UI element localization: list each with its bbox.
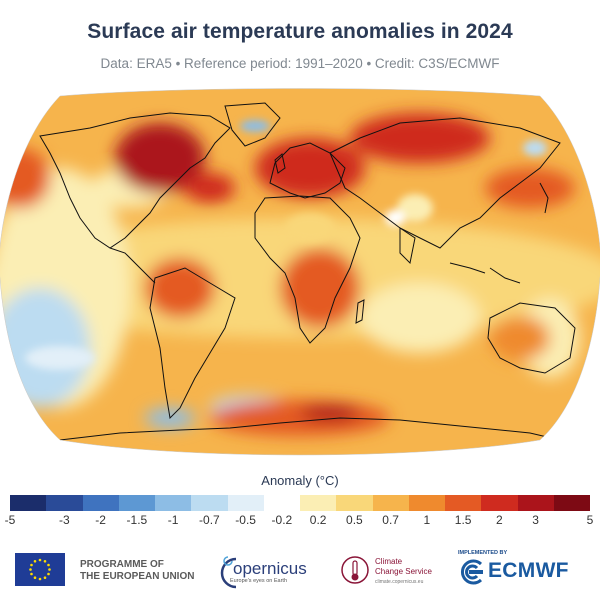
colorbar-segment <box>263 495 300 511</box>
colorbar-ticks: -5 -3 -2 -1.5 -1 -0.7 -0.5 -0.2 0.2 0.5 0.7 1 1.5 2 3 5 <box>0 513 600 529</box>
colorbar-tick-label: 5 <box>586 513 594 527</box>
eu-text-line1: PROGRAMME OF <box>80 559 164 570</box>
colorbar-segment <box>408 495 445 511</box>
ecmwf-wordmark: ECMWF <box>488 559 569 582</box>
colorbar-segment <box>372 495 409 511</box>
colorbar-segment <box>300 495 337 511</box>
colorbar <box>10 495 590 511</box>
colorbar-tick-label: 1.5 <box>454 513 472 527</box>
c3s-text-line2: Change Service <box>375 567 432 576</box>
colorbar-segment <box>227 495 264 511</box>
colorbar-tick-label: 0.7 <box>382 513 399 527</box>
ecmwf-logo-icon <box>461 559 483 585</box>
chart-title: Surface air temperature anomalies in 202… <box>87 20 513 43</box>
c3s-text: Climate Change Service <box>375 557 432 577</box>
colorbar-segment <box>46 495 83 511</box>
colorbar-tick-label: 0.5 <box>346 513 363 527</box>
colorbar-tick-label: -1 <box>167 513 179 527</box>
ecmwf-implemented-by: IMPLEMENTED BY <box>458 550 508 556</box>
colorbar-segment <box>336 495 373 511</box>
colorbar-tick-label: 3 <box>532 513 539 527</box>
colorbar-segment <box>553 495 590 511</box>
colorbar-tick-label: -2 <box>95 513 106 527</box>
colorbar-tick-label: -3 <box>59 513 70 527</box>
colorbar-tick-label: -1.5 <box>126 513 148 527</box>
colorbar-tick-label: 2 <box>496 513 503 527</box>
colorbar-segment <box>155 495 192 511</box>
chart-subtitle: Data: ERA5 • Reference period: 1991–2020… <box>100 56 500 71</box>
colorbar-tick-label: -5 <box>4 513 16 527</box>
legend-title: Anomaly (°C) <box>261 473 339 488</box>
colorbar-tick-label: 0.2 <box>309 513 327 527</box>
colorbar-segment <box>118 495 155 511</box>
copernicus-wordmark: opernicus <box>233 559 307 578</box>
eu-programme-text: PROGRAMME OF THE EUROPEAN UNION <box>80 559 194 583</box>
eu-text-line2: THE EUROPEAN UNION <box>80 571 195 582</box>
colorbar-segment <box>10 495 47 511</box>
eu-flag-icon <box>15 553 65 586</box>
colorbar-segment <box>517 495 554 511</box>
colorbar-segment <box>481 495 518 511</box>
world-anomaly-map <box>0 88 600 456</box>
colorbar-tick-label: -0.7 <box>199 513 220 527</box>
c3s-logo-icon <box>341 556 369 584</box>
colorbar-tick-label: 1 <box>423 513 431 527</box>
colorbar-tick-label: -0.2 <box>271 513 293 527</box>
colorbar-segment <box>82 495 119 511</box>
c3s-text-line1: Climate <box>375 557 403 566</box>
copernicus-logo-icon <box>220 556 237 589</box>
colorbar-segment <box>191 495 228 511</box>
copernicus-tagline: Europe's eyes on Earth <box>230 578 288 584</box>
colorbar-segment <box>445 495 482 511</box>
footer-logos: PROGRAMME OF THE EUROPEAN UNION opernicu… <box>0 545 600 595</box>
colorbar-tick-label: -0.5 <box>235 513 256 527</box>
c3s-url: climate.copernicus.eu <box>375 579 424 585</box>
